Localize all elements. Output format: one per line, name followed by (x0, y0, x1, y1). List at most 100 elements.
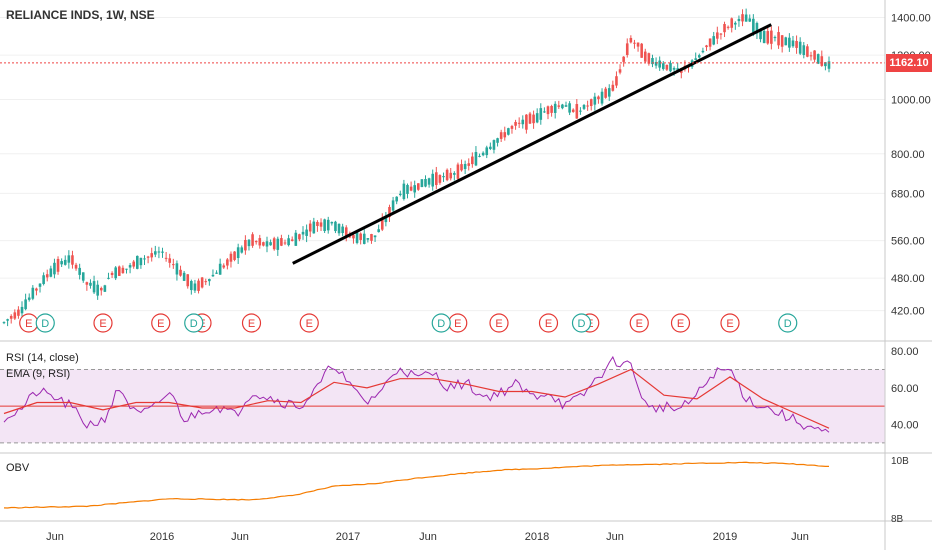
candle-body (398, 193, 402, 195)
candle-body (380, 218, 384, 230)
candle-body (298, 234, 301, 240)
candle-body (611, 84, 615, 91)
dividend-marker-circle[interactable] (35, 313, 55, 333)
rsi-tick-label: 40.00 (891, 420, 919, 432)
candle-body (813, 50, 816, 60)
candle-body (143, 258, 146, 260)
candle-body (290, 239, 294, 241)
candle-body (597, 96, 600, 100)
dividend-marker-circle[interactable] (184, 313, 204, 333)
earnings-marker-circle[interactable] (720, 313, 740, 333)
candle-body (42, 275, 45, 284)
candle-body (186, 274, 190, 287)
earnings-marker-label: E (454, 318, 461, 330)
dividend-marker-label: D (437, 318, 445, 330)
candle-body (777, 32, 780, 46)
candle-body (478, 155, 481, 157)
candle-body (197, 280, 200, 291)
time-tick-label: Jun (419, 531, 437, 543)
candle-body (413, 185, 416, 193)
candle-body (337, 223, 341, 234)
candle-body (643, 51, 647, 62)
candle-body (366, 238, 370, 240)
candle-body (672, 67, 676, 70)
price-pane[interactable]: EEEEEEEEEEEEEDDDDD (0, 8, 885, 333)
earnings-marker-circle[interactable] (151, 313, 171, 333)
price-tick-label: 1000.00 (891, 94, 931, 106)
candle-body (607, 88, 611, 97)
candle-body (406, 184, 409, 194)
candle-body (625, 43, 629, 55)
dividend-marker-circle[interactable] (778, 313, 798, 333)
candle-body (806, 46, 809, 57)
candle-body (308, 223, 312, 232)
earnings-marker-circle[interactable] (489, 313, 509, 333)
candle-body (110, 272, 114, 275)
candle-body (132, 261, 135, 267)
obv-pane[interactable] (3, 461, 830, 509)
dividend-marker-circle[interactable] (571, 313, 592, 333)
candle-body (633, 42, 636, 44)
earnings-marker-circle[interactable] (93, 313, 113, 333)
candle-body (665, 64, 669, 70)
earnings-marker-label: E (545, 318, 552, 330)
earnings-marker-label: E (25, 318, 32, 330)
candle-body (442, 176, 445, 178)
candle-body (27, 297, 31, 300)
candle-body (218, 263, 222, 275)
candle-body (402, 183, 406, 200)
candle-body (420, 179, 424, 188)
candle-body (449, 172, 453, 179)
candle-body (708, 38, 712, 47)
candle-body (179, 269, 182, 276)
candle-body (755, 22, 759, 34)
obv-tick-label: 8B (891, 514, 904, 525)
trendline[interactable] (292, 23, 772, 265)
candle-body (319, 222, 323, 227)
candle-body (316, 221, 319, 227)
candle-body (6, 319, 9, 321)
earnings-marker-circle[interactable] (629, 313, 649, 333)
earnings-marker-circle[interactable] (538, 313, 559, 333)
price-tick-label: 1400.00 (891, 13, 931, 25)
candle-body (463, 163, 467, 170)
earnings-marker-circle[interactable] (670, 313, 691, 333)
candle-body (71, 255, 74, 265)
candle-body (698, 55, 701, 58)
candle-body (658, 60, 661, 68)
price-tick-label: 480.00 (891, 273, 925, 285)
candle-body (550, 105, 553, 113)
candle-body (135, 255, 139, 269)
rsi-pane[interactable] (0, 355, 885, 444)
candle-body (780, 35, 784, 47)
candle-body (499, 132, 503, 139)
candle-body (417, 183, 420, 190)
time-tick-label: Jun (791, 531, 809, 543)
earnings-marker-circle[interactable] (241, 313, 262, 333)
candle-body (471, 156, 474, 165)
candle-body (741, 14, 744, 22)
candle-body (762, 30, 766, 44)
candle-body (726, 26, 730, 28)
candle-body (759, 29, 762, 40)
candle-body (377, 229, 380, 233)
candle-body (24, 299, 27, 310)
earnings-marker-label: E (726, 318, 733, 330)
dividend-marker-circle[interactable] (431, 313, 451, 333)
candle-body (370, 234, 373, 241)
earnings-marker-circle[interactable] (299, 313, 319, 333)
candle-body (575, 104, 579, 119)
candle-body (514, 121, 517, 126)
candle-body (89, 282, 92, 286)
candle-body (528, 113, 532, 124)
candle-body (38, 283, 42, 287)
candle-body (427, 178, 431, 185)
candle-body (438, 175, 442, 183)
candle-body (730, 18, 734, 28)
dividend-marker-label: D (784, 318, 792, 330)
candle-body (20, 306, 24, 314)
candle-body (435, 172, 438, 186)
candle-body (301, 231, 305, 235)
